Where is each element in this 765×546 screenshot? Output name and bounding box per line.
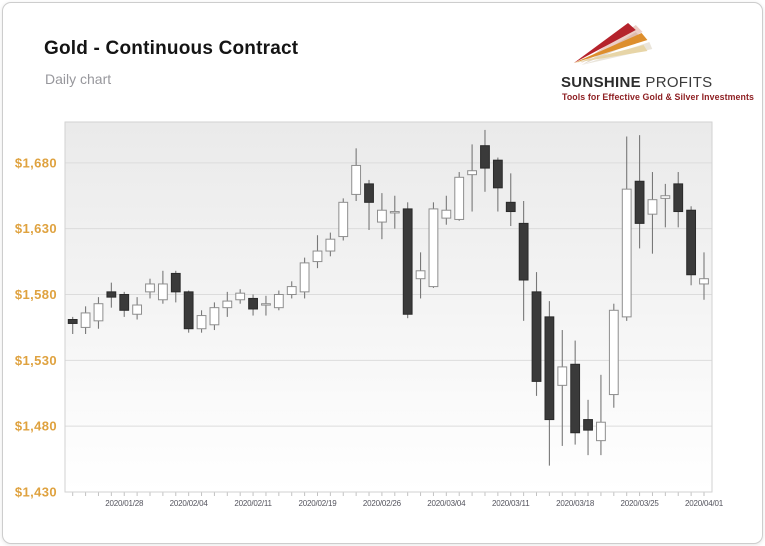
candle: [389, 195, 400, 229]
plot-frame: [64, 121, 713, 493]
candle: [196, 310, 207, 333]
candle: [480, 129, 490, 192]
candle: [634, 135, 645, 249]
candle: [402, 202, 413, 319]
candle: [222, 291, 233, 317]
candle: [596, 374, 606, 456]
plot-background: [65, 122, 712, 492]
logo-brand-profits: PROFITS: [640, 74, 713, 91]
candle: [699, 252, 709, 300]
candle: [621, 136, 632, 321]
page-subtitle: Daily chart: [45, 71, 112, 87]
y-axis-label: $1,480: [15, 419, 57, 434]
x-axis-label: 2020/02/11: [234, 499, 272, 508]
y-axis-label: $1,430: [15, 485, 57, 500]
candle: [338, 198, 349, 241]
candle: [157, 270, 168, 304]
candle: [273, 290, 284, 311]
candle: [441, 195, 452, 225]
candle: [312, 235, 323, 269]
candle: [325, 232, 336, 257]
logo-tagline: Tools for Effective Gold & Silver Invest…: [562, 92, 755, 102]
candle: [377, 193, 387, 240]
candle: [119, 291, 130, 317]
candle: [93, 297, 104, 329]
candle: [570, 340, 581, 445]
candle: [467, 144, 477, 212]
candle: [351, 148, 362, 202]
candle: [454, 172, 465, 221]
candle: [106, 282, 117, 308]
candle: [364, 179, 374, 230]
candle: [145, 278, 155, 299]
sunshine-profits-logo: SUNSHINE PROFITS Tools for Effective Gol…: [556, 14, 756, 106]
axis-labels: $1,680 $1,630 $1,580 $1,530 $1,480 $1,430 2020…: [15, 155, 724, 508]
page-title: Gold - Continuous Contract: [44, 38, 299, 59]
x-axis-label: 2020/03/18: [556, 499, 595, 508]
logo-brand: SUNSHINE PROFITS: [561, 74, 713, 91]
candle: [183, 290, 194, 333]
candle: [261, 295, 271, 316]
candle: [660, 183, 671, 228]
candle: [518, 201, 529, 321]
x-axis-label: 2020/01/28: [105, 499, 144, 508]
candle: [235, 289, 246, 304]
candle: [170, 270, 181, 303]
x-axis-label: 2020/02/04: [170, 499, 209, 508]
candle: [248, 294, 258, 316]
x-axis-label: 2020/03/04: [427, 499, 466, 508]
candle: [492, 157, 503, 212]
candle: [544, 301, 555, 466]
y-axis-label: $1,530: [15, 353, 57, 368]
candle: [80, 306, 91, 334]
y-axis-label: $1,680: [15, 155, 57, 170]
logo-rays-icon: [573, 23, 653, 65]
candle: [286, 281, 297, 299]
x-axis-label: 2020/02/19: [298, 499, 337, 508]
candle: [673, 172, 684, 228]
candle: [647, 172, 658, 254]
candle: [557, 330, 568, 446]
candle: [428, 202, 439, 288]
candle: [299, 257, 310, 299]
y-axis-label: $1,580: [15, 287, 57, 302]
candle: [132, 297, 143, 320]
y-axis-label: $1,630: [15, 221, 57, 236]
candle: [686, 206, 697, 286]
candle: [505, 173, 516, 227]
logo-brand-sunshine: SUNSHINE: [561, 74, 641, 91]
candle: [67, 316, 78, 334]
x-axis-label: 2020/03/11: [492, 499, 530, 508]
gridlines: [65, 162, 712, 427]
x-axis-label: 2020/02/26: [363, 499, 402, 508]
candle: [608, 303, 619, 408]
candle: [415, 252, 426, 299]
candle: [583, 399, 593, 456]
candle: [209, 302, 220, 331]
candles: [67, 129, 709, 466]
candle: [531, 272, 542, 396]
x-axis-label: 2020/03/25: [621, 499, 660, 508]
x-axis-label: 2020/04/01: [685, 499, 724, 508]
